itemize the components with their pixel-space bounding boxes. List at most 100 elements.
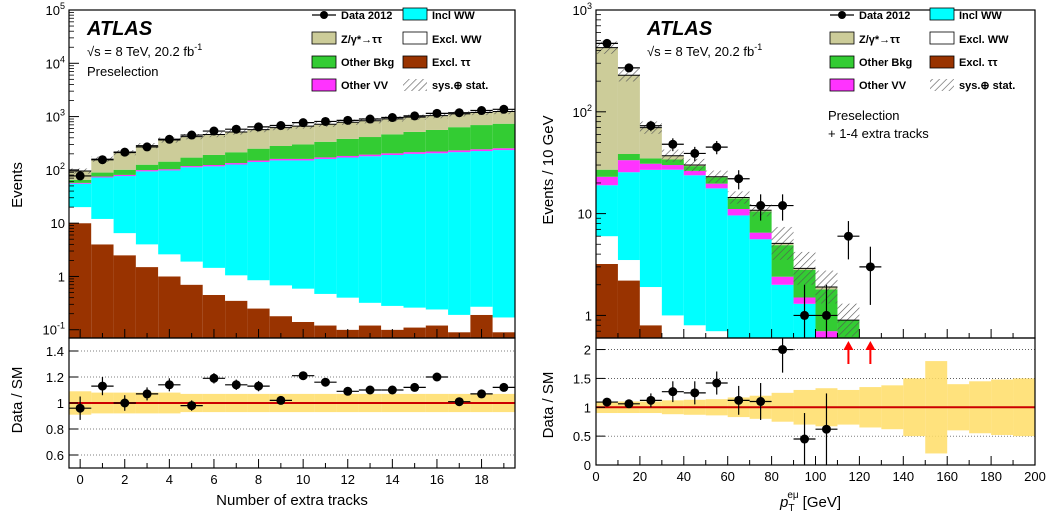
legend-excl-ww-swatch: [402, 31, 428, 45]
bar-ztautau: [269, 127, 292, 146]
bar-other-vv: [358, 154, 382, 157]
bar-incl-ww: [425, 153, 449, 310]
ratio-ytick-label: 0.8: [46, 422, 64, 437]
bar-other-bkg: [158, 161, 181, 170]
bar-other-bkg: [336, 138, 359, 156]
bar-excl-ww: [336, 297, 359, 330]
bar-other-bkg: [91, 172, 114, 177]
bar-other-bkg: [596, 169, 618, 177]
xtick-label: 18: [474, 472, 488, 487]
data-point: [410, 111, 420, 121]
bar-excl-ww: [69, 207, 92, 224]
legend-excl-ww-label: Excl. WW: [959, 34, 1009, 46]
ratio-point: [756, 397, 766, 406]
left-xlabel: Number of extra tracks: [216, 492, 368, 509]
bar-excl-tautau: [225, 300, 248, 338]
legend-ztautau-swatch: [311, 31, 337, 45]
bar-other-vv: [661, 165, 684, 170]
ratio-point: [365, 385, 375, 395]
bar-other-bkg: [202, 154, 226, 165]
xtick-label: 6: [210, 472, 217, 487]
bar-incl-ww: [381, 154, 404, 306]
bar-incl-ww: [596, 185, 618, 237]
bar-other-bkg: [113, 169, 136, 175]
bar-excl-tautau: [247, 308, 270, 338]
ytick-label: 102: [573, 103, 592, 120]
bar-other-vv: [269, 158, 292, 161]
bar-incl-ww: [727, 215, 750, 338]
bar-ztautau: [358, 120, 382, 138]
bar-excl-ww: [381, 305, 404, 330]
bar-other-bkg: [661, 159, 684, 166]
data-point: [187, 130, 197, 140]
data-point: [97, 155, 107, 165]
ratio-point: [800, 434, 810, 444]
data-point: [800, 310, 810, 320]
bar-other-vv: [683, 170, 706, 176]
left-main-plot: 10-1 1 10 102 103 104 105: [43, 1, 516, 339]
data-point: [499, 104, 509, 114]
data-point: [343, 115, 353, 125]
right-xlabel: pTeμ [GeV]: [779, 490, 841, 514]
ytick-label: 1: [58, 269, 65, 284]
bar-ztautau: [448, 113, 471, 128]
ratio-point: [778, 345, 788, 355]
data-point: [477, 106, 487, 116]
bar-excl-ww: [425, 309, 449, 326]
xtick-label: 12: [341, 472, 355, 487]
bar-excl-ww: [113, 233, 136, 256]
bar-incl-ww: [113, 176, 136, 234]
legend-unc-label: sys.⊕ stat.: [959, 80, 1015, 92]
bar-other-vv: [91, 176, 114, 178]
legend-incl-ww-label: Incl WW: [959, 10, 1002, 22]
bar-ztautau: [425, 115, 449, 130]
bar-other-vv: [492, 148, 515, 151]
bar-incl-ww: [135, 171, 159, 245]
xtick-label: 200: [1024, 469, 1046, 484]
bar-other-vv: [381, 153, 404, 155]
legend-unc-swatch: [930, 79, 954, 91]
ratio-ytick-label: 1.5: [573, 371, 591, 386]
bar-other-bkg: [314, 141, 337, 158]
data-point: [602, 38, 612, 48]
overflow-arrow-head: [865, 341, 876, 350]
ytick-label: 10: [578, 207, 592, 222]
legend-excl-ww-swatch: [929, 31, 955, 45]
bar-other-bkg: [225, 152, 248, 164]
bar-ztautau: [158, 140, 181, 162]
bar-incl-ww: [470, 151, 493, 307]
xtick-label: 4: [166, 472, 173, 487]
bar-other-bkg: [247, 148, 270, 161]
bar-excl-tautau: [358, 325, 382, 338]
legend-other-vv-label: Other VV: [859, 80, 907, 92]
bar-other-bkg: [639, 158, 662, 164]
bar-ztautau: [225, 131, 248, 153]
bar-other-bkg: [381, 134, 404, 154]
bar-incl-ww: [403, 153, 426, 308]
legend-excl-tautau-label: Excl. ττ: [432, 57, 471, 69]
bar-other-vv: [403, 152, 426, 154]
xtick-label: 0: [77, 472, 84, 487]
xtick-label: 140: [892, 469, 914, 484]
bar-excl-ww: [617, 260, 640, 281]
ytick-label: 1: [585, 308, 592, 323]
xtick-label: 10: [296, 472, 310, 487]
bar-excl-tautau: [158, 276, 181, 338]
ratio-point: [343, 386, 353, 396]
bar-excl-ww: [683, 325, 706, 338]
bar-other-bkg: [470, 125, 493, 150]
bar-excl-tautau: [69, 223, 92, 338]
bar-incl-ww: [225, 164, 248, 276]
bar-excl-ww: [292, 288, 315, 322]
bar-excl-ww: [470, 306, 493, 315]
data-point: [668, 139, 678, 149]
bar-ztautau: [492, 111, 515, 124]
data-point: [75, 171, 85, 181]
xtick-label: 100: [805, 469, 827, 484]
bar-excl-tautau: [314, 325, 337, 338]
bar-ztautau: [617, 75, 640, 155]
bar-incl-ww: [202, 166, 226, 268]
bar-incl-ww: [158, 170, 181, 255]
bar-excl-ww: [91, 218, 114, 245]
bar-other-vv: [292, 158, 315, 161]
